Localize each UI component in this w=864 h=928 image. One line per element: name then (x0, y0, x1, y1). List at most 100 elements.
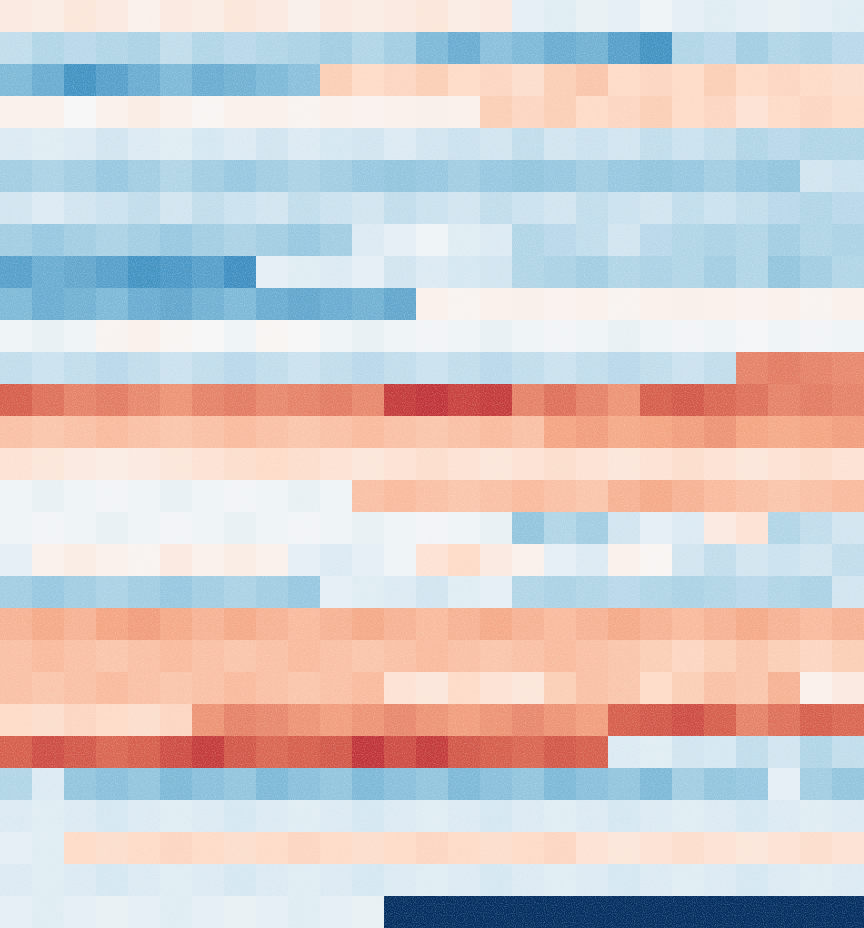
cell (256, 576, 289, 609)
cell (640, 448, 673, 481)
cell (576, 512, 609, 545)
cell (192, 896, 225, 928)
cell (544, 512, 577, 545)
cell (448, 256, 481, 289)
cell (448, 352, 481, 385)
cell (736, 192, 769, 225)
cell (480, 224, 513, 257)
cell (672, 864, 705, 897)
cell (256, 736, 289, 769)
cell (672, 384, 705, 417)
cell (768, 352, 801, 385)
cell (512, 448, 545, 481)
cell (480, 256, 513, 289)
cell (704, 608, 737, 641)
cell (256, 512, 289, 545)
cell (0, 384, 33, 417)
cell (544, 416, 577, 449)
cell (288, 896, 321, 928)
cell (544, 544, 577, 577)
cell (672, 128, 705, 161)
cell (608, 160, 641, 193)
cell (32, 224, 65, 257)
cell (288, 736, 321, 769)
cell (768, 160, 801, 193)
cell (672, 352, 705, 385)
cell (704, 32, 737, 65)
cell (0, 640, 33, 673)
cell (576, 704, 609, 737)
cell (544, 192, 577, 225)
cell (544, 576, 577, 609)
texture (0, 0, 864, 928)
cell (512, 576, 545, 609)
cell (672, 192, 705, 225)
cell (224, 896, 257, 928)
cell (640, 416, 673, 449)
cell (256, 128, 289, 161)
cell (608, 32, 641, 65)
cell (576, 576, 609, 609)
cell (288, 832, 321, 865)
cell (384, 192, 417, 225)
cell (768, 544, 801, 577)
cell (800, 0, 833, 33)
cell (608, 0, 641, 33)
cell (608, 480, 641, 513)
cell (736, 352, 769, 385)
cell (832, 480, 864, 513)
cell (544, 672, 577, 705)
cell (416, 832, 449, 865)
cell (576, 768, 609, 801)
cell (128, 608, 161, 641)
cell (608, 608, 641, 641)
cell (800, 352, 833, 385)
cell (640, 576, 673, 609)
cell (608, 544, 641, 577)
cell (256, 96, 289, 129)
cell (512, 320, 545, 353)
cell (320, 256, 353, 289)
cell (352, 288, 385, 321)
cell (96, 288, 129, 321)
cell (416, 256, 449, 289)
cell (128, 64, 161, 97)
cell (192, 864, 225, 897)
cell (544, 352, 577, 385)
cell (832, 96, 864, 129)
cell (608, 384, 641, 417)
cell (0, 128, 33, 161)
cell (608, 320, 641, 353)
cell (352, 96, 385, 129)
cell (192, 320, 225, 353)
cell (416, 320, 449, 353)
cell (640, 320, 673, 353)
cell (128, 320, 161, 353)
cell (512, 480, 545, 513)
cell (32, 416, 65, 449)
cell (704, 864, 737, 897)
cell (704, 0, 737, 33)
cell (128, 256, 161, 289)
cell (224, 352, 257, 385)
cell (288, 608, 321, 641)
cell (544, 0, 577, 33)
cell (448, 640, 481, 673)
cell (128, 480, 161, 513)
cell (672, 832, 705, 865)
cell (480, 480, 513, 513)
cell (704, 768, 737, 801)
cell (608, 896, 641, 928)
cell (192, 832, 225, 865)
cell (384, 544, 417, 577)
cell (768, 832, 801, 865)
cell (0, 480, 33, 513)
cell (480, 512, 513, 545)
cell (160, 832, 193, 865)
cell (128, 640, 161, 673)
cell (224, 512, 257, 545)
cell (736, 864, 769, 897)
cell (64, 384, 97, 417)
cell (224, 480, 257, 513)
cell (352, 128, 385, 161)
